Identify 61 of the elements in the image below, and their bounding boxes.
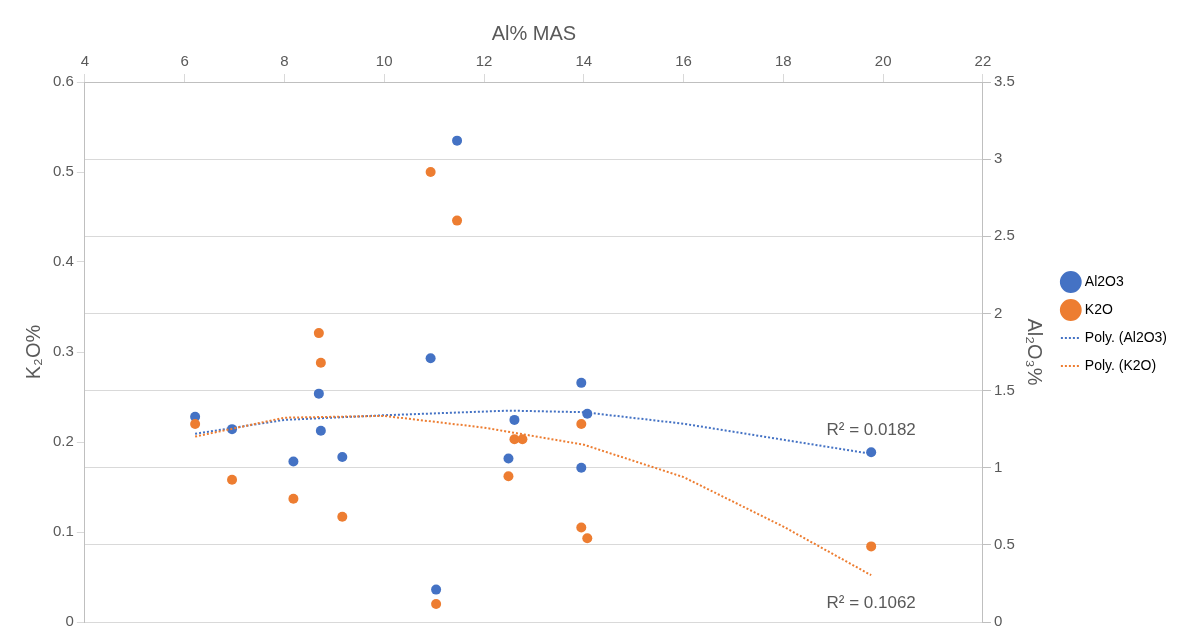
y2-tick-label: 0.5 [993,535,1015,552]
point [582,533,593,544]
y2-axis-title: Al₂O₃% [1024,318,1047,386]
point [452,215,463,226]
legend-label: Poly. (Al2O3) [1084,328,1168,345]
x-tick-label: 10 [375,52,393,70]
y2-tick-label: 0 [993,612,1003,630]
x-tick-label: 14 [575,52,593,70]
y-tick-label: 0.1 [52,522,74,540]
y2-tick-label: 1.5 [993,380,1015,398]
legend-label: Al2O3 [1084,272,1124,289]
point [425,167,436,177]
point [503,453,514,464]
annotation: R² = 0.0182 [826,419,916,439]
point [866,541,877,552]
point [431,584,442,595]
x-tick-label: 18 [775,52,792,70]
point [576,462,587,473]
x-tick-label: 22 [974,52,992,70]
x-tick-label: 20 [874,52,892,70]
point [288,493,299,504]
point [452,135,463,146]
y-tick-label: 0.6 [52,72,74,90]
point [313,328,324,339]
point [288,456,299,467]
y-tick-label: 0.3 [52,342,74,360]
y2-tick-label: 1 [993,457,1003,475]
y-tick-label: 0.5 [52,162,74,180]
x-tick-label: 16 [675,52,692,70]
point [503,471,514,482]
x-tick-label: 8 [280,52,289,70]
point [431,599,442,609]
legend-label: Poly. (K2O) [1084,356,1157,373]
point [576,377,587,388]
point [315,357,326,368]
y2-tick-label: 3 [993,149,1003,167]
y-tick-label: 0 [65,612,74,630]
x-tick-label: 4 [80,52,90,70]
x-axis-title: Al% MAS [491,21,577,44]
point [576,419,587,429]
point [337,451,348,462]
point [315,425,326,436]
y-tick-label: 0.4 [52,252,74,270]
y2-tick-label: 2.5 [993,226,1015,244]
y2-tick-label: 3.5 [993,72,1015,90]
point [227,474,238,485]
annotation: R² = 0.1062 [826,592,916,612]
point [425,353,436,364]
point [313,388,324,399]
point [866,447,877,458]
point [509,414,520,425]
y-tick-label: 0.2 [52,432,74,450]
x-tick-label: 6 [180,52,189,70]
point [190,419,201,429]
point [337,511,348,522]
y2-tick-label: 2 [993,303,1003,321]
legend-label: K2O [1084,300,1113,317]
point [576,522,587,533]
x-tick-label: 12 [475,52,493,70]
point [517,434,528,445]
y-axis-title: K₂O% [21,324,44,380]
